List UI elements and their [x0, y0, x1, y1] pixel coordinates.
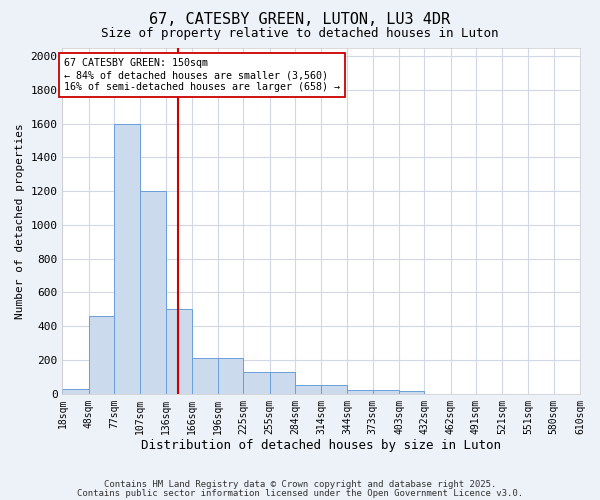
Bar — [114, 124, 140, 394]
Bar — [347, 390, 373, 394]
Text: 67, CATESBY GREEN, LUTON, LU3 4DR: 67, CATESBY GREEN, LUTON, LU3 4DR — [149, 12, 451, 28]
X-axis label: Distribution of detached houses by size in Luton: Distribution of detached houses by size … — [141, 440, 501, 452]
Bar — [269, 372, 295, 394]
Bar — [192, 358, 218, 394]
Bar — [373, 390, 399, 394]
Bar — [244, 372, 269, 394]
Text: Contains public sector information licensed under the Open Government Licence v3: Contains public sector information licen… — [77, 488, 523, 498]
Y-axis label: Number of detached properties: Number of detached properties — [15, 123, 25, 318]
Bar — [166, 310, 192, 394]
Bar — [399, 392, 424, 394]
Bar — [89, 316, 114, 394]
Bar — [62, 389, 89, 394]
Bar — [218, 358, 244, 394]
Bar — [140, 191, 166, 394]
Text: Size of property relative to detached houses in Luton: Size of property relative to detached ho… — [101, 28, 499, 40]
Bar — [295, 386, 321, 394]
Text: Contains HM Land Registry data © Crown copyright and database right 2025.: Contains HM Land Registry data © Crown c… — [104, 480, 496, 489]
Bar — [321, 386, 347, 394]
Text: 67 CATESBY GREEN: 150sqm
← 84% of detached houses are smaller (3,560)
16% of sem: 67 CATESBY GREEN: 150sqm ← 84% of detach… — [64, 58, 340, 92]
